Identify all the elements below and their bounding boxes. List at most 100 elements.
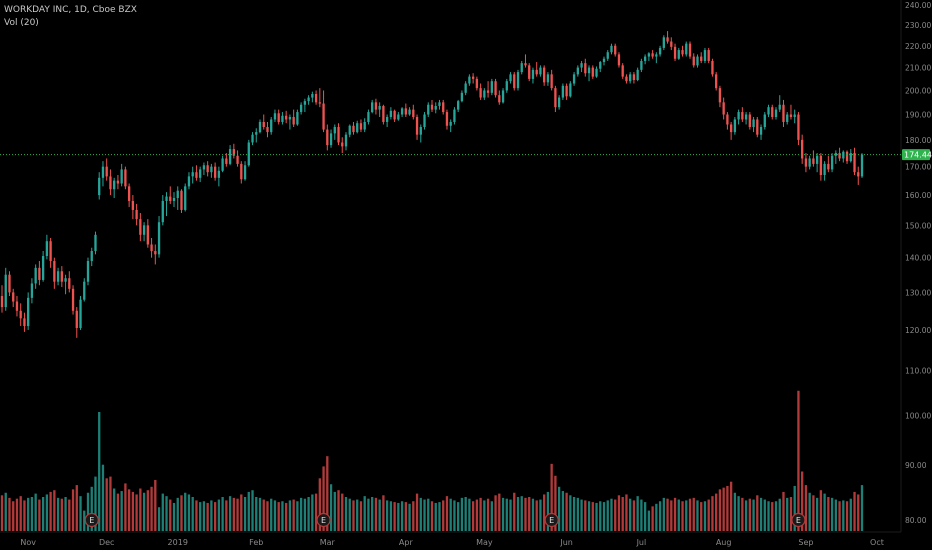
candle-body [142, 225, 146, 235]
volume-bar [715, 493, 718, 531]
volume-bar [834, 499, 837, 531]
volume-bar [75, 485, 78, 531]
volume-bar [427, 498, 430, 531]
volume-bar [662, 497, 665, 531]
volume-bar [415, 493, 419, 531]
time-tick-label: Aug [716, 538, 732, 547]
volume-bar [393, 502, 396, 531]
candle-body [247, 142, 250, 166]
volume-bar [273, 500, 277, 531]
candle-body [314, 93, 318, 103]
candle-body [191, 172, 194, 177]
candle-body [528, 65, 531, 79]
candle-body [520, 63, 523, 73]
candle-body [457, 101, 460, 110]
candle-body [221, 158, 224, 171]
volume-bar [853, 491, 856, 531]
time-tick-label: May [476, 538, 493, 547]
candle-body [389, 110, 393, 117]
volume-bar [430, 501, 434, 531]
candle-body [296, 112, 299, 125]
volume-bar [453, 500, 456, 531]
candle-body [64, 278, 67, 282]
candle-body [505, 81, 508, 91]
volume-bar [696, 500, 699, 531]
price-axis[interactable]: 240.00 230.00 220.00 210.00 200.00 190.00 180.… [905, 1, 931, 525]
volume-bar [475, 499, 479, 531]
volume-bar [307, 497, 310, 531]
volume-bar [471, 501, 475, 531]
candle-body [105, 166, 108, 177]
candle-body [109, 176, 112, 190]
volume-bar [116, 493, 120, 531]
price-tick-label: 180.00 [905, 136, 931, 145]
candle-body [550, 74, 553, 89]
candle-body [352, 125, 355, 133]
volume-indicator-label[interactable]: Vol (20) [4, 18, 39, 28]
volume-bar [614, 499, 617, 531]
volume-bar [823, 493, 826, 531]
volume-bar [554, 475, 557, 531]
volume-bar [101, 464, 105, 531]
volume-bar [277, 502, 280, 531]
volume-bar [464, 497, 467, 531]
candle-body [688, 43, 692, 57]
candle-body [673, 46, 677, 59]
time-tick-label: Dec [99, 538, 114, 547]
candle-body [348, 125, 351, 135]
candle-body [700, 56, 703, 61]
price-tick-label: 110.00 [905, 367, 931, 376]
volume-bar [419, 497, 422, 531]
candle-body [71, 288, 75, 311]
volume-bar [666, 498, 669, 531]
volume-bar [569, 495, 572, 531]
earnings-marker-circle [791, 512, 806, 528]
symbol-title[interactable]: WORKDAY INC, 1D, Cboe BZX [4, 5, 137, 15]
candle-body [262, 121, 265, 128]
volume-bar [236, 498, 239, 531]
earnings-marker-circle [84, 512, 99, 528]
volume-bar [397, 502, 400, 531]
volume-bar [771, 502, 774, 531]
volume-bar [202, 501, 206, 531]
volume-bar [857, 494, 860, 531]
earnings-marker-label: E [796, 516, 801, 525]
volume-bar [225, 500, 228, 531]
time-axis[interactable]: Nov Dec 2019 Feb Mar Apr May Jun Jul Aug Sep Oct [20, 538, 884, 547]
volume-bar [38, 499, 41, 531]
candle-body [685, 43, 688, 55]
candle-body [311, 93, 314, 98]
volume-bar [154, 480, 157, 531]
candle-body [415, 116, 419, 135]
volume-bar [602, 502, 606, 531]
time-tick-label: Feb [249, 538, 263, 547]
volume-bar [640, 499, 643, 531]
candle-body [326, 129, 329, 146]
volume-bar [677, 499, 680, 531]
volume-bar [625, 494, 628, 531]
volume-bar [352, 500, 355, 531]
price-tick-label: 220.00 [905, 42, 931, 51]
volume-bar [359, 501, 363, 531]
time-tick-label: Jul [636, 538, 647, 547]
volume-bar [793, 485, 796, 531]
candle-body [662, 37, 665, 48]
volume-bar [258, 497, 262, 531]
volume-bar [486, 498, 490, 531]
candle-body [41, 255, 45, 280]
volume-bar [314, 493, 318, 531]
volume-bar [711, 496, 714, 531]
candle-body [543, 67, 546, 83]
volume-bar [187, 494, 191, 531]
volume-bar [243, 497, 247, 531]
volume-bar [509, 499, 512, 531]
candle-body [225, 158, 228, 164]
candle-body [101, 166, 105, 178]
candle-body [759, 127, 763, 135]
volume-bar [195, 500, 198, 531]
volume-bar [759, 497, 763, 531]
volume-bar [412, 501, 415, 531]
price-tick-label: 120.00 [905, 326, 931, 335]
candle-body [337, 127, 340, 143]
